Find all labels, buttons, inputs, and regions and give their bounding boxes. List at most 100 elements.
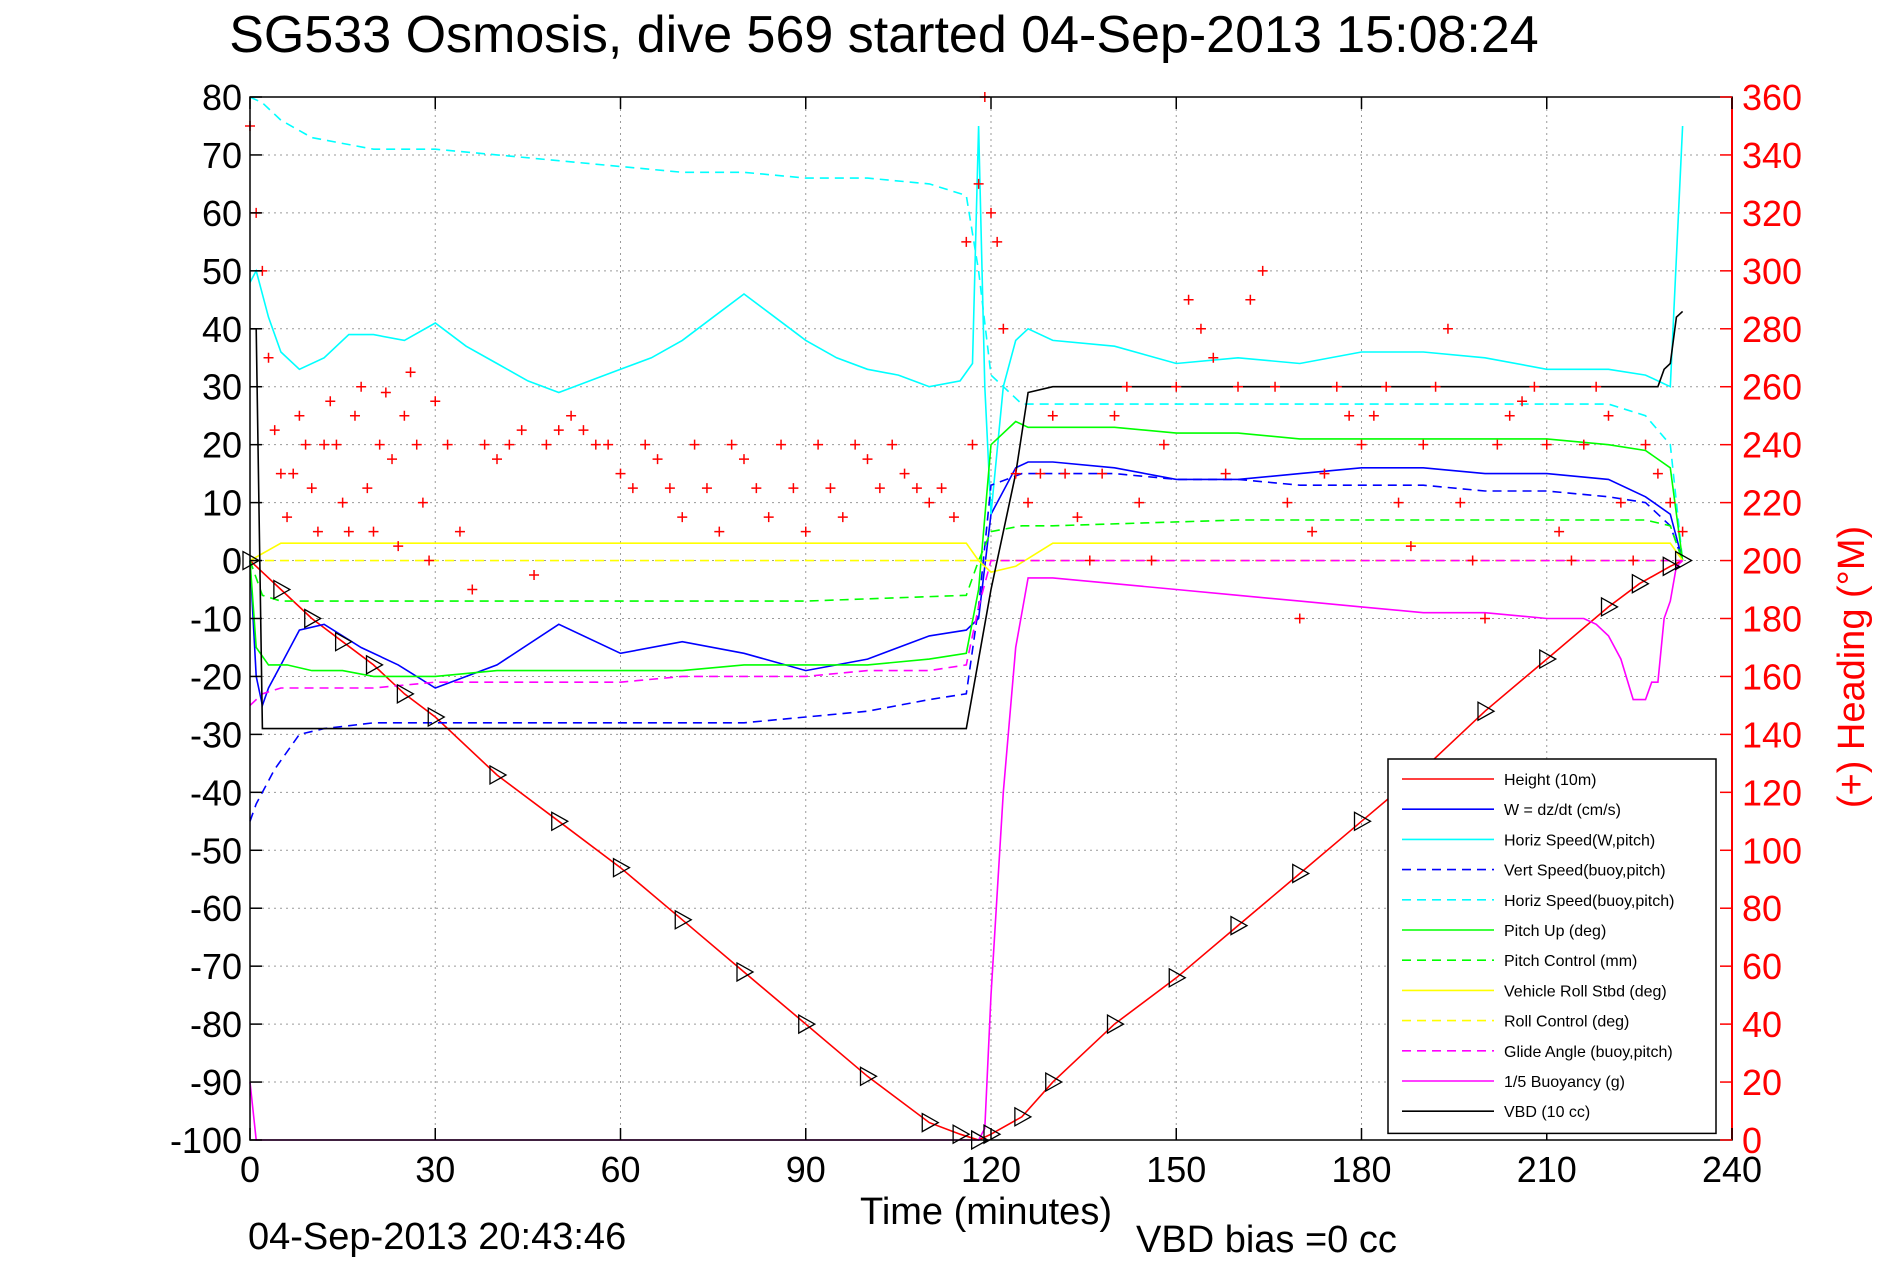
heading-point: [936, 483, 947, 494]
heading-point: [1146, 555, 1157, 566]
heading-point: [1628, 555, 1639, 566]
heading-point: [1467, 555, 1478, 566]
x-tick-label: 30: [415, 1149, 455, 1190]
heading-point: [603, 439, 614, 450]
height-marker: [1230, 915, 1249, 936]
heading-point: [1368, 410, 1379, 421]
heading-point: [1035, 468, 1046, 479]
heading-point: [961, 236, 972, 247]
legend-entry: Vert Speed(buoy,pitch): [1504, 863, 1666, 880]
x-tick-label: 150: [1146, 1149, 1206, 1190]
right-y-tick-label: 340: [1742, 135, 1802, 176]
right-y-tick-label: 300: [1742, 251, 1802, 292]
right-y-tick-label: 240: [1742, 425, 1802, 466]
height-marker: [1292, 863, 1311, 884]
series-line-6: [249, 519, 1684, 602]
heading-point: [269, 425, 280, 436]
height-marker: [1045, 1071, 1064, 1093]
series-line-2: [249, 125, 1684, 515]
x-tick-label: 180: [1331, 1149, 1391, 1190]
legend-entry: Horiz Speed(W,pitch): [1504, 832, 1655, 849]
heading-point: [615, 468, 626, 479]
heading-point: [813, 439, 824, 450]
heading-point: [1294, 613, 1305, 624]
heading-point: [1566, 555, 1577, 566]
heading-point: [529, 570, 540, 581]
heading-point: [578, 425, 589, 436]
x-tick-label: 0: [240, 1149, 260, 1190]
right-y-tick-label: 120: [1742, 772, 1802, 813]
heading-point: [368, 526, 379, 537]
right-y-tick-label: 60: [1742, 946, 1782, 987]
legend-entry: Glide Angle (buoy,pitch): [1504, 1044, 1673, 1061]
legend-entry: Roll Control (deg): [1504, 1014, 1629, 1031]
heading-point: [862, 454, 873, 465]
y-tick-label: 20: [202, 425, 242, 466]
heading-point: [1084, 555, 1095, 566]
heading-point: [800, 526, 811, 537]
heading-point: [343, 526, 354, 537]
height-marker: [1662, 556, 1681, 577]
right-y-tick-label: 140: [1742, 714, 1802, 755]
y-tick-label: 60: [202, 193, 242, 234]
heading-point: [1430, 381, 1441, 392]
heading-point: [1233, 381, 1243, 392]
y-tick-label: -30: [190, 714, 242, 755]
y-tick-label: -60: [190, 888, 242, 929]
right-y-tick-label: 180: [1742, 599, 1802, 640]
height-marker: [273, 579, 292, 600]
legend-entry: Vehicle Roll Stbd (deg): [1504, 983, 1667, 1000]
heading-point: [312, 526, 323, 537]
y-tick-label: 40: [202, 309, 242, 350]
heading-point: [726, 439, 737, 450]
heading-point: [677, 512, 688, 523]
right-y-tick-label: 160: [1742, 656, 1802, 697]
heading-point: [1393, 497, 1404, 508]
legend-box: [1387, 758, 1717, 1135]
heading-point: [874, 483, 885, 494]
heading-point: [405, 367, 416, 378]
right-axis-label: (+) Heading (°M): [1831, 526, 1873, 808]
legend-entry: W = dz/dt (cm/s): [1504, 802, 1621, 819]
heading-point: [739, 454, 749, 465]
heading-point: [442, 439, 453, 450]
height-marker: [304, 608, 323, 629]
heading-point: [992, 236, 1003, 247]
heading-point: [1578, 439, 1589, 450]
right-y-tick-label: 200: [1742, 541, 1802, 582]
height-marker: [1539, 648, 1558, 670]
height-marker: [242, 550, 261, 571]
heading-point: [701, 483, 712, 494]
y-tick-label: -50: [190, 830, 242, 871]
height-marker: [612, 857, 631, 878]
y-tick-label: 0: [222, 541, 242, 582]
y-tick-label: -100: [170, 1120, 242, 1161]
height-marker: [1631, 573, 1650, 594]
heading-point: [627, 483, 638, 494]
heading-point: [998, 323, 1009, 334]
y-tick-label: 80: [202, 77, 242, 118]
heading-point: [1319, 468, 1330, 479]
heading-point: [1270, 381, 1281, 392]
heading-point: [1554, 526, 1565, 537]
height-marker: [1674, 550, 1693, 571]
heading-point: [1418, 439, 1429, 450]
heading-point: [282, 512, 293, 523]
heading-point: [362, 483, 373, 494]
heading-point: [689, 439, 700, 450]
right-y-tick-label: 80: [1742, 888, 1782, 929]
heading-point: [263, 352, 274, 363]
heading-point: [1047, 410, 1058, 421]
legend: Height (10m) W = dz/dt (cm/s) Horiz Speed(…: [1387, 758, 1717, 1135]
height-marker: [674, 909, 693, 930]
right-y-tick-label: 260: [1742, 367, 1802, 408]
heading-point: [1640, 439, 1651, 450]
heading-point: [1442, 323, 1453, 334]
heading-point: [1208, 352, 1219, 363]
x-axis-label: Time (minutes): [860, 1191, 1112, 1233]
y-tick-label: -20: [190, 656, 242, 697]
heading-point: [325, 396, 336, 407]
heading-point: [664, 483, 675, 494]
heading-point: [1195, 323, 1206, 334]
series-line-9: [249, 559, 1683, 706]
